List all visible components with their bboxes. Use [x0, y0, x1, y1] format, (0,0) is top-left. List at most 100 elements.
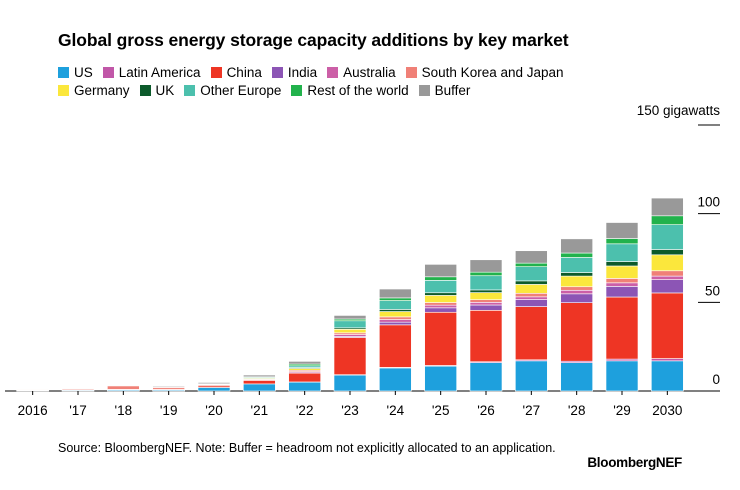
bars — [16, 197, 684, 392]
legend-item-germany: Germany — [58, 83, 130, 98]
x-tick-label: '25 — [432, 403, 450, 418]
bar-segment-rest-of-the-world — [515, 262, 548, 267]
bar-segment-india — [605, 286, 639, 298]
bar-segment-south-korea-and-japan — [651, 270, 684, 277]
bar-segment-us — [243, 383, 276, 392]
bar-segment-australia — [560, 289, 593, 295]
legend-swatch-south-korea-japan — [405, 66, 417, 78]
bar-segment-other-europe — [379, 300, 412, 310]
bar-segment-buffer — [288, 361, 321, 365]
bar-segment-china — [243, 380, 276, 385]
legend-row-1: US Latin America China India Australia S… — [58, 63, 658, 81]
legend: US Latin America China India Australia S… — [58, 63, 658, 99]
legend-label-australia: Australia — [343, 64, 396, 80]
bar-segment-south-korea-and-japan — [560, 286, 593, 291]
x-tick-label: '17 — [69, 403, 87, 418]
legend-swatch-china — [210, 66, 222, 78]
bar-segment-other-europe — [605, 243, 639, 262]
legend-swatch-other-europe — [184, 84, 196, 96]
bar-segment-south-korea-and-japan — [515, 292, 548, 298]
legend-swatch-uk — [139, 84, 151, 96]
bar-segment-buffer — [243, 374, 276, 378]
legend-swatch-germany — [58, 84, 69, 96]
y-tick-label: 50 — [705, 283, 720, 298]
x-tick-label: '29 — [613, 403, 631, 418]
legend-label-uk: UK — [155, 82, 175, 98]
x-tick-label: '26 — [477, 403, 495, 418]
bar-segment-australia — [515, 296, 548, 300]
source-note: Source: BloombergNEF. Note: Buffer = hea… — [58, 441, 556, 455]
bar-segment-uk — [469, 289, 503, 293]
bar-segment-germany — [469, 292, 503, 300]
bar-segment-south-korea-and-japan — [379, 316, 412, 320]
x-tick-label: '21 — [251, 403, 269, 418]
bar-segment-india — [424, 307, 457, 313]
bar-segment-china — [379, 324, 412, 368]
x-tick-label: 2016 — [18, 403, 48, 418]
bar-segment-us — [469, 362, 503, 392]
bar-segment-us — [288, 381, 321, 392]
x-tick-label: '23 — [341, 403, 359, 418]
legend-swatch-rest-of-world — [291, 84, 303, 96]
bar-segment-us — [379, 367, 412, 392]
legend-item-india: India — [271, 65, 317, 80]
legend-label-germany: Germany — [74, 82, 130, 98]
bar-segment-buffer — [333, 315, 367, 320]
bar-segment-china — [333, 337, 367, 375]
bar-segment-rest-of-the-world — [605, 238, 639, 245]
y-tick-label: 100 — [697, 195, 720, 210]
legend-label-rest-of-world: Rest of the world — [307, 82, 409, 98]
x-tick-label: '22 — [296, 403, 314, 418]
x-tick-label: 2030 — [652, 403, 682, 418]
legend-label-south-korea-japan: South Korea and Japan — [421, 64, 564, 80]
bar-segment-other-europe — [651, 224, 684, 250]
bar-segment-south-korea-and-japan — [469, 299, 503, 303]
y-tick-label: 0 — [712, 372, 720, 387]
bar-segment-australia — [651, 275, 684, 280]
bar-segment-other-europe — [424, 280, 457, 294]
bar-segment-germany — [560, 275, 593, 288]
bar-segment-buffer — [379, 288, 412, 299]
legend-item-rest-of-world: Rest of the world — [291, 82, 409, 98]
y-axis-unit-label: 150 gigawatts — [636, 103, 720, 118]
bar-segment-china — [651, 292, 684, 359]
bar-segment-other-europe — [515, 266, 548, 282]
x-tick-label: '27 — [523, 403, 541, 418]
bar-segment-buffer — [424, 264, 457, 278]
bar-segment-other-europe — [333, 320, 367, 329]
bar-segment-buffer — [515, 250, 548, 264]
bar-segment-south-korea-and-japan — [107, 385, 140, 390]
bar-segment-rest-of-the-world — [469, 271, 503, 277]
legend-item-china: China — [210, 65, 262, 80]
bar-segment-china — [469, 310, 503, 363]
bar-segment-buffer — [651, 197, 684, 217]
legend-swatch-us — [58, 66, 69, 78]
bar-segment-us — [424, 365, 457, 392]
bar-segment-india — [515, 299, 548, 307]
bar-segment-us — [515, 360, 548, 392]
legend-swatch-australia — [327, 66, 339, 78]
legend-item-south-korea-japan: South Korea and Japan — [405, 64, 564, 80]
legend-label-us: US — [74, 64, 93, 80]
bar-segment-china — [424, 311, 457, 366]
bar-segment-us — [605, 360, 639, 392]
bar-segment-us — [197, 387, 231, 392]
bar-segment-germany — [651, 254, 684, 272]
brand-logo: BloombergNEF — [587, 455, 682, 470]
legend-swatch-latin-america — [102, 66, 114, 78]
x-tick-label: '24 — [387, 403, 405, 418]
x-axis-labels: 2016 '17 '18 '19 '20 '21 '22 '23 '24 '25 '26 '27 '28… — [18, 391, 682, 418]
chart-title: Global gross energy storage capacity add… — [58, 30, 569, 50]
legend-item-us: US — [58, 65, 93, 80]
legend-row-2: Germany UK Other Europe Rest of the worl… — [58, 81, 658, 99]
legend-swatch-buffer — [418, 84, 430, 96]
bar-segment-germany — [515, 284, 548, 294]
bar-segment-uk — [651, 249, 684, 256]
x-tick-label: '19 — [160, 403, 178, 418]
x-tick-label: '18 — [115, 403, 133, 418]
bar-segment-uk — [560, 272, 593, 277]
stacked-bar-chart: 0 50 100 2016 '17 '18 '19 '20 '21 '22 '23 '24 '25 '2… — [5, 124, 720, 418]
bar-segment-australia — [379, 319, 412, 323]
bar-segment-buffer — [197, 382, 231, 385]
bar-segment-germany — [605, 265, 639, 279]
